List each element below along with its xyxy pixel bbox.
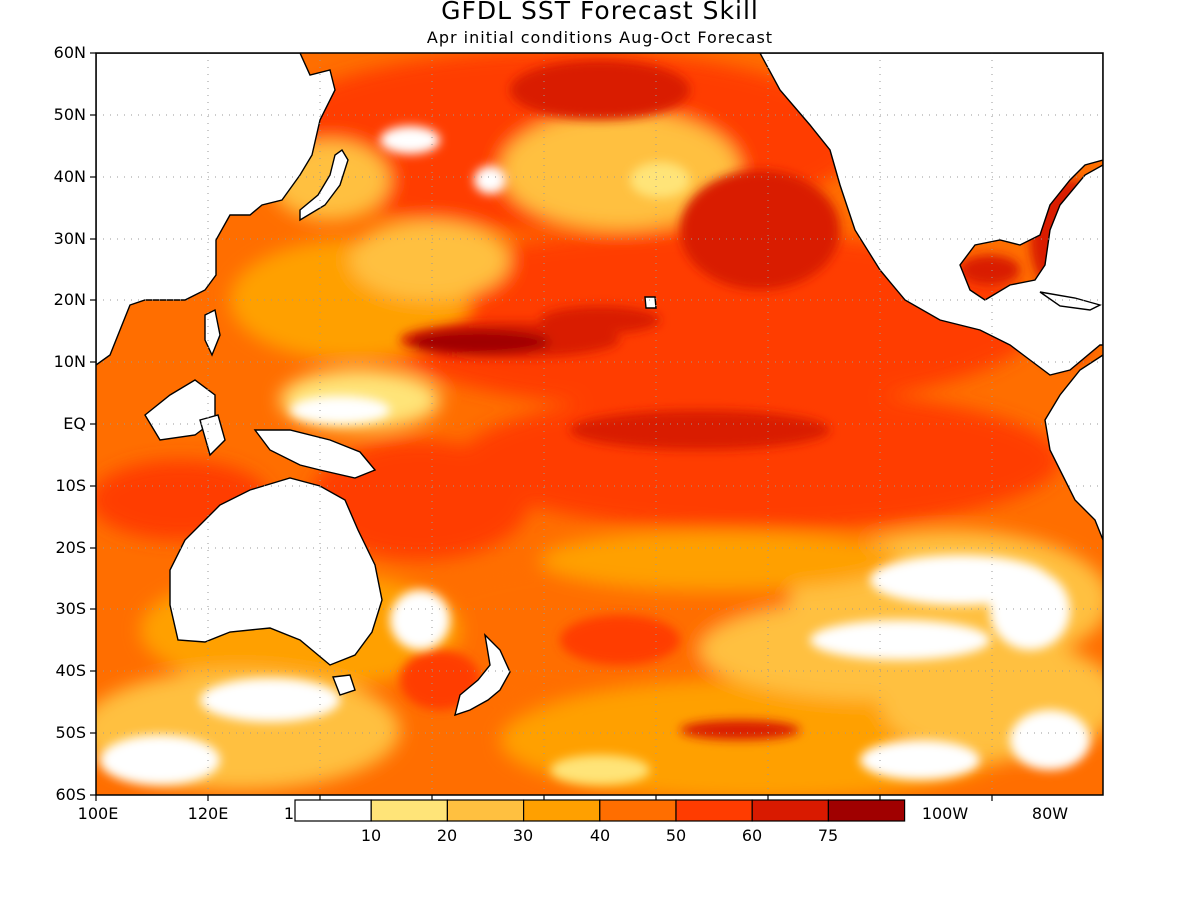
chart-subtitle: Apr initial conditions Aug-Oct Forecast <box>426 28 774 47</box>
lat-label: 50S <box>55 723 86 742</box>
legend-swatch <box>675 799 753 822</box>
chart-title: GFDL SST Forecast Skill <box>441 0 759 25</box>
legend-label: 40 <box>589 826 611 845</box>
legend-label: 60 <box>741 826 763 845</box>
lat-label: EQ <box>63 414 86 433</box>
lat-label: 10S <box>55 476 86 495</box>
legend-label: 50 <box>665 826 687 845</box>
legend-label: 75 <box>817 826 839 845</box>
lat-label: 30S <box>55 599 86 618</box>
lat-label: 10N <box>53 352 86 371</box>
legend-label: 30 <box>512 826 534 845</box>
legend <box>294 799 906 822</box>
legend-swatch <box>751 799 830 822</box>
lon-label: 80W <box>1031 804 1069 823</box>
legend-swatch <box>827 799 906 822</box>
lat-label: 40S <box>55 661 86 680</box>
legend-label: 20 <box>436 826 458 845</box>
lon-label: 1 <box>283 804 295 823</box>
lon-label: 100W <box>921 804 969 823</box>
lat-label: 40N <box>53 167 86 186</box>
lon-label: 120E <box>187 804 229 823</box>
lon-label: 100E <box>77 804 119 823</box>
lat-label: 30N <box>53 229 86 248</box>
legend-swatch <box>522 799 601 822</box>
gridlines <box>96 53 1103 795</box>
lat-label: 60N <box>53 43 86 62</box>
legend-swatch <box>294 799 372 822</box>
lat-label: 20N <box>53 290 86 309</box>
lat-label: 50N <box>53 105 86 124</box>
lat-label: 60S <box>55 785 86 804</box>
legend-swatch <box>446 799 525 822</box>
legend-label: 10 <box>360 826 382 845</box>
legend-swatch <box>599 799 677 822</box>
skill-field <box>96 53 1103 795</box>
legend-swatch <box>370 799 449 822</box>
lat-label: 20S <box>55 538 86 557</box>
land <box>96 53 1103 717</box>
